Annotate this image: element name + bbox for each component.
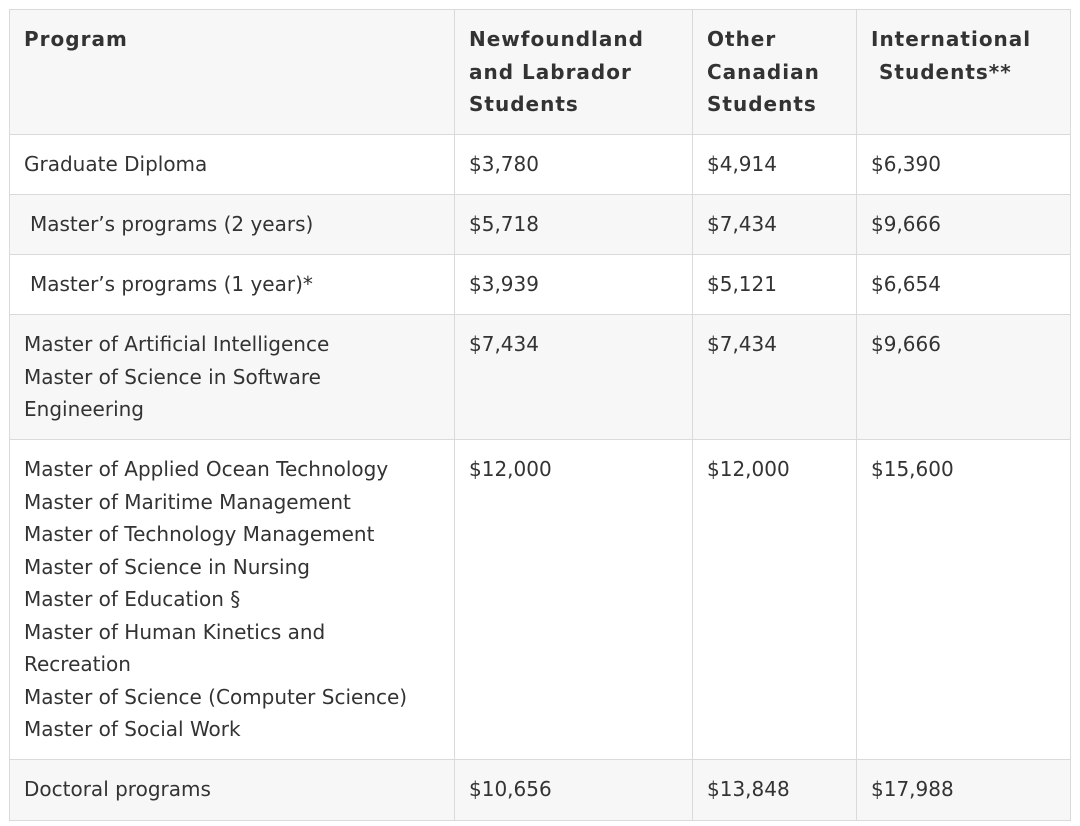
international-fee-cell: $15,600: [856, 439, 1071, 760]
table-row: Master of Applied Ocean Technology Maste…: [9, 439, 1071, 760]
program-cell: Graduate Diploma: [9, 134, 455, 195]
international-fee-cell: $6,390: [856, 134, 1071, 195]
table-row: Master’s programs (2 years) $5,718 $7,43…: [9, 194, 1071, 255]
table-row: Doctoral programs $10,656 $13,848 $17,98…: [9, 759, 1071, 821]
header-program: Program: [9, 9, 455, 135]
canadian-fee-cell: $4,914: [692, 134, 857, 195]
canadian-fee-cell: $12,000: [692, 439, 857, 760]
program-cell: Master of Applied Ocean Technology Maste…: [9, 439, 455, 760]
international-fee-cell: $9,666: [856, 194, 1071, 255]
nl-fee-cell: $5,718: [454, 194, 693, 255]
international-fee-cell: $17,988: [856, 759, 1071, 821]
program-cell: Master’s programs (2 years): [9, 194, 455, 255]
international-fee-cell: $9,666: [856, 314, 1071, 440]
header-international-students: International Students**: [856, 9, 1071, 135]
canadian-fee-cell: $13,848: [692, 759, 857, 821]
tuition-table: Program Newfoundland and Labrador Studen…: [9, 9, 1071, 821]
program-cell: Master’s programs (1 year)*: [9, 254, 455, 315]
nl-fee-cell: $10,656: [454, 759, 693, 821]
canadian-fee-cell: $7,434: [692, 194, 857, 255]
table-row: Master of Artificial Intelligence Master…: [9, 314, 1071, 440]
nl-fee-cell: $7,434: [454, 314, 693, 440]
table-row: Master’s programs (1 year)* $3,939 $5,12…: [9, 254, 1071, 315]
nl-fee-cell: $12,000: [454, 439, 693, 760]
tuition-table-container: Program Newfoundland and Labrador Studen…: [9, 9, 1071, 821]
header-nl-students: Newfoundland and Labrador Students: [454, 9, 693, 135]
nl-fee-cell: $3,939: [454, 254, 693, 315]
program-cell: Master of Artificial Intelligence Master…: [9, 314, 455, 440]
header-canadian-students: Other Canadian Students: [692, 9, 857, 135]
canadian-fee-cell: $5,121: [692, 254, 857, 315]
canadian-fee-cell: $7,434: [692, 314, 857, 440]
international-fee-cell: $6,654: [856, 254, 1071, 315]
program-cell: Doctoral programs: [9, 759, 455, 821]
table-header-row: Program Newfoundland and Labrador Studen…: [9, 9, 1071, 135]
nl-fee-cell: $3,780: [454, 134, 693, 195]
table-row: Graduate Diploma $3,780 $4,914 $6,390: [9, 134, 1071, 195]
